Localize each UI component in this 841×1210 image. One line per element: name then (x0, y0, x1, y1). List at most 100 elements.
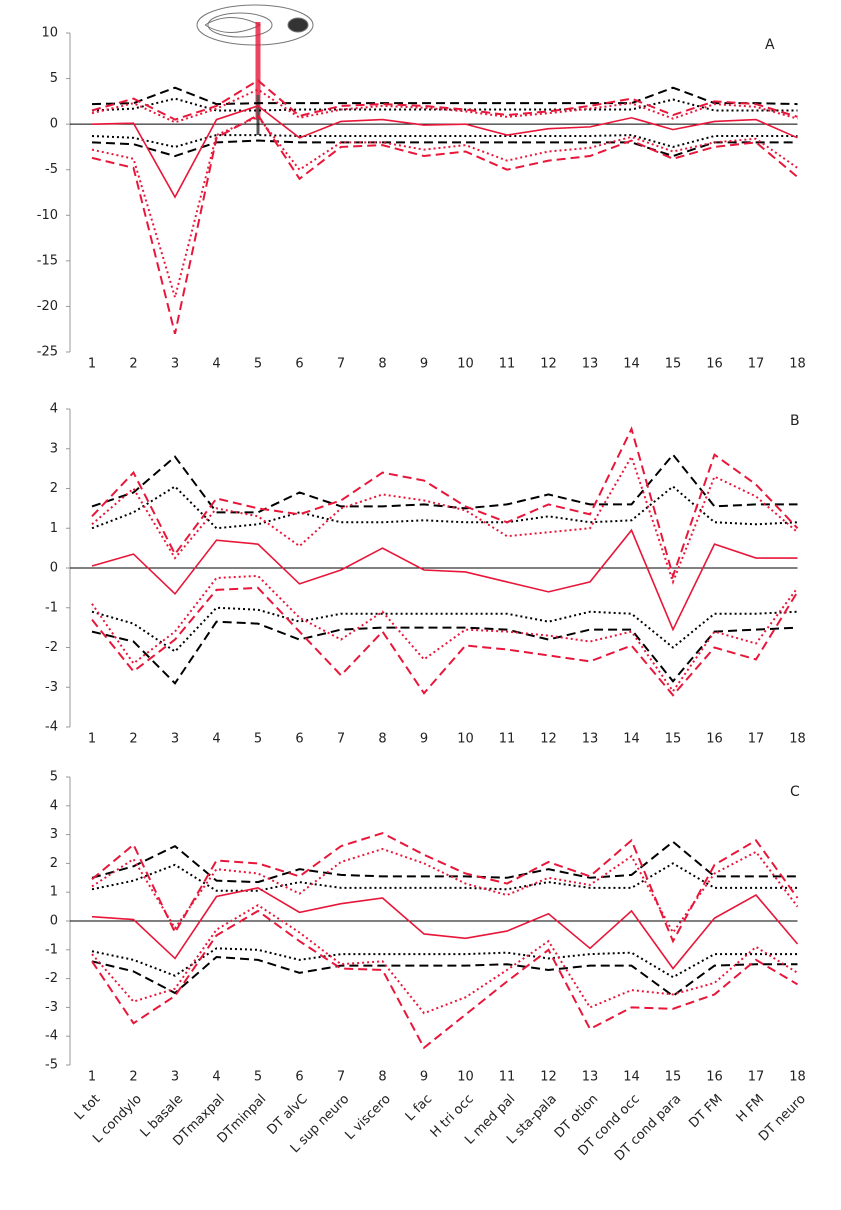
x-tick-label: 13 (582, 357, 599, 372)
series-line (91, 105, 798, 199)
x-tick-label: 11 (499, 357, 516, 372)
x-tick-label: 15 (665, 357, 682, 372)
series-line (91, 86, 798, 106)
x-category-name: L viscero (342, 1092, 393, 1143)
y-tick-label: -20 (37, 299, 58, 314)
y-tick-label: -4 (45, 1029, 58, 1044)
x-tick-label: 1 (88, 732, 96, 747)
x-tick-label: 16 (706, 732, 723, 747)
y-tick-label: -2 (45, 971, 58, 986)
x-tick-label: 8 (378, 732, 386, 747)
x-tick-label: 3 (171, 357, 179, 372)
x-tick-label: 12 (540, 1070, 557, 1085)
y-tick-label: -2 (45, 640, 58, 655)
y-tick-label: 2 (50, 856, 58, 871)
x-tick-label: 18 (789, 1070, 806, 1085)
y-tick-label: 0 (50, 914, 58, 929)
x-tick-label: 11 (499, 732, 516, 747)
y-tick-label: 5 (50, 770, 58, 785)
series-line (91, 115, 799, 302)
series-line (91, 79, 798, 121)
x-tick-label: 4 (212, 357, 220, 372)
x-tick-label: 6 (295, 357, 303, 372)
x-tick-label: 4 (212, 1070, 220, 1085)
y-tick-label: -5 (45, 162, 58, 177)
y-tick-label: -10 (37, 208, 58, 223)
y-tick-label: 1 (50, 885, 58, 900)
x-tick-label: 16 (706, 357, 723, 372)
x-tick-label: 9 (420, 1070, 428, 1085)
x-tick-label: 2 (129, 732, 137, 747)
y-tick-label: 0 (50, 117, 58, 132)
x-tick-label: 12 (540, 357, 557, 372)
series-line (91, 955, 798, 998)
series-line (91, 113, 799, 335)
x-tick-label: 17 (748, 1070, 765, 1085)
x-tick-label: 15 (665, 1070, 682, 1085)
y-tick-label: 1 (50, 521, 58, 536)
x-tick-label: 5 (254, 1070, 262, 1085)
x-tick-label: 3 (171, 732, 179, 747)
series-line (91, 574, 799, 693)
y-tick-label: -15 (37, 253, 58, 268)
x-tick-label: 18 (789, 732, 806, 747)
y-tick-label: -3 (45, 680, 58, 695)
y-tick-label: -1 (45, 942, 58, 957)
series-line (91, 847, 799, 935)
series-line (91, 97, 798, 112)
series-line (91, 840, 798, 884)
x-category-name: L fac (403, 1092, 436, 1125)
series-line (91, 909, 799, 1050)
y-tick-label: 4 (50, 798, 58, 813)
series-line (91, 426, 799, 580)
x-tick-label: 17 (748, 732, 765, 747)
x-tick-label: 10 (457, 357, 474, 372)
x-tick-label: 10 (457, 732, 474, 747)
x-tick-label: 1 (88, 357, 96, 372)
y-tick-label: 3 (50, 827, 58, 842)
series-line (91, 606, 798, 653)
panel-letter: C (790, 784, 800, 800)
series-line (91, 947, 798, 979)
x-category-name: H FM (734, 1092, 768, 1126)
panel-letter: B (790, 413, 800, 429)
y-tick-label: -3 (45, 1000, 58, 1015)
y-tick-label: -25 (37, 345, 58, 360)
series-line (91, 586, 799, 697)
x-category-name: DT FM (686, 1092, 725, 1131)
x-tick-label: 6 (295, 1070, 303, 1085)
x-tick-label: 13 (582, 732, 599, 747)
x-tick-label: 8 (378, 1070, 386, 1085)
x-tick-label: 13 (582, 1070, 599, 1085)
x-tick-label: 7 (337, 357, 345, 372)
x-tick-label: 7 (337, 1070, 345, 1085)
x-tick-label: 10 (457, 1070, 474, 1085)
x-tick-label: 2 (129, 1070, 137, 1085)
series-line (91, 139, 798, 158)
x-tick-label: 14 (623, 1070, 640, 1085)
y-tick-label: 3 (50, 441, 58, 456)
series-line (91, 862, 798, 892)
x-tick-label: 14 (623, 357, 640, 372)
series-line (91, 134, 798, 148)
x-tick-label: 17 (748, 357, 765, 372)
y-tick-label: 4 (50, 402, 58, 417)
x-tick-label: 7 (337, 732, 345, 747)
x-tick-label: 18 (789, 357, 806, 372)
x-tick-label: 15 (665, 732, 682, 747)
x-tick-label: 2 (129, 357, 137, 372)
x-tick-label: 12 (540, 732, 557, 747)
x-tick-label: 9 (420, 732, 428, 747)
x-category-name: L tot (72, 1092, 103, 1123)
x-tick-label: 6 (295, 732, 303, 747)
series-line (91, 620, 798, 685)
series-line (91, 453, 798, 514)
y-tick-label: 2 (50, 481, 58, 496)
x-tick-label: 5 (254, 732, 262, 747)
y-tick-label: 10 (41, 26, 58, 41)
x-tick-label: 5 (254, 357, 262, 372)
y-tick-label: -1 (45, 600, 58, 615)
x-tick-label: 9 (420, 357, 428, 372)
